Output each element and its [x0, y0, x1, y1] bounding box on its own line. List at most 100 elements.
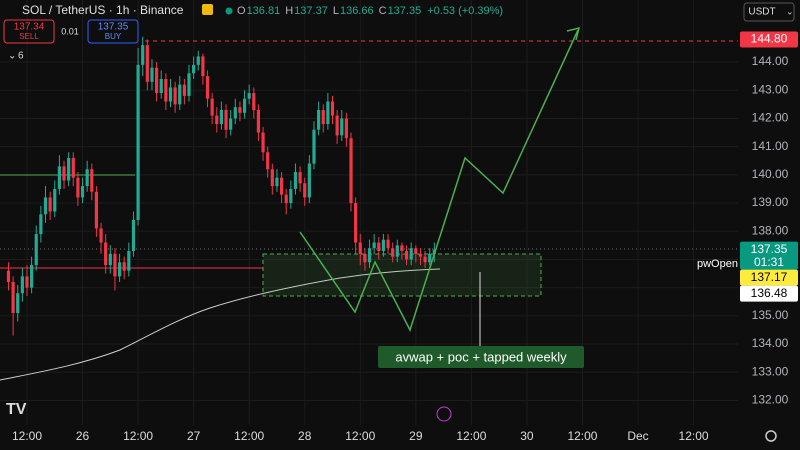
candle-body	[205, 76, 210, 99]
candle-body	[154, 67, 159, 94]
y-tick-label: 144.00	[752, 54, 789, 68]
candle-body	[99, 228, 103, 243]
price-tag	[740, 285, 798, 302]
candle-body	[321, 109, 325, 125]
candle-body	[219, 109, 224, 125]
candle-body	[20, 276, 24, 294]
y-tick-label: 133.00	[752, 364, 789, 378]
avwap-line	[0, 268, 441, 381]
x-tick-label: 30	[520, 429, 534, 443]
x-tick-label: 12:00	[12, 429, 42, 443]
chart-title: SOL / TetherUS · 1h · Binance	[22, 3, 184, 17]
sell-price: 137.34	[14, 22, 45, 33]
candle-body	[108, 253, 112, 266]
y-tick-label: 134.00	[752, 336, 789, 350]
candle-body	[349, 138, 353, 204]
buy-label: BUY	[105, 32, 122, 41]
spread: 0.01	[61, 26, 79, 36]
indicator-count[interactable]: 6	[18, 51, 24, 62]
candle-body	[358, 242, 362, 254]
currency-caret: ⌄	[786, 6, 794, 16]
price-tag-label: 137.17	[751, 270, 788, 284]
candle-body	[30, 265, 34, 288]
annotation-box	[378, 346, 584, 368]
ohlc-key: O	[237, 5, 246, 17]
currency-button[interactable]	[743, 2, 795, 22]
candle-body	[94, 191, 99, 229]
x-tick-label: 12:00	[679, 429, 709, 443]
candle-body	[141, 45, 145, 65]
annotation: avwap + poc + tapped weekly	[395, 349, 567, 364]
candle-body	[252, 93, 256, 110]
price-tag-label: 137.35	[751, 242, 788, 256]
candle-body	[363, 253, 367, 263]
arrow-head	[566, 26, 581, 41]
candle-body	[39, 214, 43, 235]
candle-body	[117, 262, 122, 277]
candle-body	[233, 107, 237, 119]
price-tag	[740, 241, 798, 270]
y-tick-label: 139.00	[752, 195, 789, 209]
candle-body	[423, 256, 427, 263]
y-tick-label: 132.00	[752, 393, 789, 407]
candle-body	[210, 98, 214, 116]
candle-body	[136, 64, 140, 220]
x-tick-label: 12:00	[567, 429, 597, 443]
candle-body	[215, 115, 219, 125]
x-tick-label: 29	[409, 429, 423, 443]
status-dot	[225, 7, 233, 15]
candle-body	[76, 177, 80, 198]
sell-label: SELL	[19, 32, 39, 41]
candle-body	[127, 250, 131, 271]
candle-body	[261, 132, 265, 153]
ohlc-value: 136.66	[340, 5, 374, 17]
candle-body	[330, 101, 335, 116]
candle-body	[256, 109, 261, 133]
ohlc-value: 136.81	[247, 5, 281, 17]
y-tick-label: 141.00	[752, 139, 789, 153]
candle-body	[279, 177, 284, 195]
candle-body	[266, 152, 270, 170]
candle-body	[317, 109, 321, 130]
candle-body	[67, 157, 71, 181]
candle-body	[238, 107, 242, 113]
candle-body	[395, 245, 399, 257]
candle-body	[145, 45, 149, 82]
line-label: pwOpen	[697, 258, 738, 270]
buy-button[interactable]	[87, 19, 139, 44]
buy-price: 137.35	[98, 22, 129, 33]
candle-body	[289, 188, 293, 204]
settings-icon[interactable]	[765, 430, 777, 442]
candle-body	[414, 248, 418, 254]
candle-body	[229, 118, 233, 130]
candle-body	[131, 219, 136, 251]
event-icon[interactable]	[436, 406, 452, 422]
candle-body	[11, 282, 15, 314]
candle-body	[34, 234, 38, 266]
ohlc-value: 137.35	[388, 5, 422, 17]
zone	[262, 253, 542, 297]
candle-body	[247, 93, 251, 99]
candle-body	[16, 293, 20, 314]
candle-body	[6, 270, 11, 283]
candle-body	[354, 203, 358, 243]
candle-body	[377, 242, 381, 251]
candle-body	[381, 239, 386, 251]
candle-body	[182, 84, 186, 96]
projection-path	[299, 29, 579, 332]
candle-body	[344, 118, 348, 139]
candle-body	[43, 197, 48, 215]
collapse-icon[interactable]: ⌄	[8, 51, 16, 62]
ohlc-value: +0.53 (+0.39%)	[427, 5, 503, 17]
candle-body	[400, 245, 404, 251]
sell-button[interactable]	[3, 19, 55, 44]
candle-body	[187, 73, 191, 96]
candle-body	[298, 172, 302, 184]
candle-body	[335, 115, 339, 136]
candle-body	[85, 169, 89, 187]
price-tag	[740, 269, 798, 286]
ohlc-key: L	[333, 5, 339, 17]
candle-body	[168, 87, 173, 102]
x-tick-label: 12:00	[123, 429, 153, 443]
